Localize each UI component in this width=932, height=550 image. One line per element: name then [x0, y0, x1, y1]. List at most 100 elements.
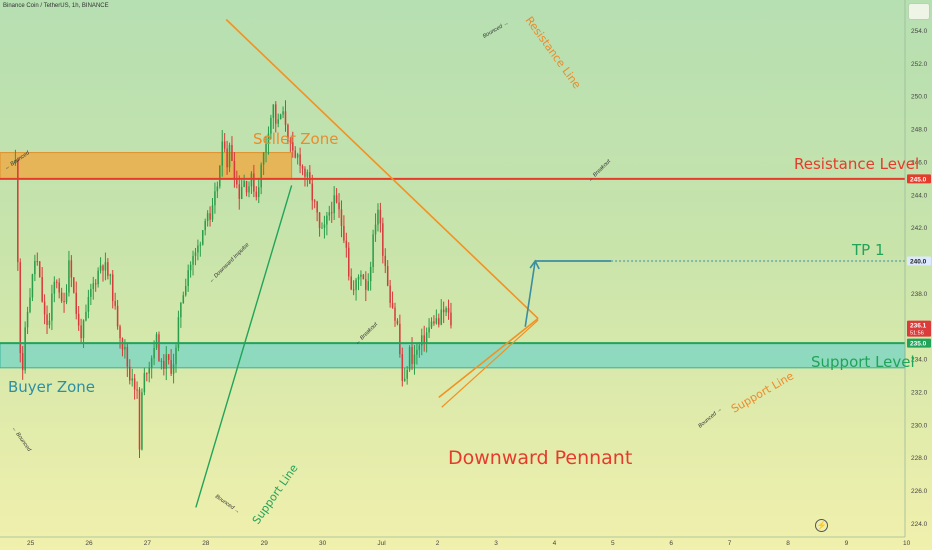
candle-body: [348, 247, 350, 277]
candle-body: [184, 286, 187, 296]
candle-body: [355, 279, 357, 290]
candle-body: [428, 327, 430, 333]
candle-body: [299, 154, 301, 166]
candle-body: [68, 260, 70, 293]
candle-body: [282, 111, 284, 115]
candle-body: [267, 133, 270, 144]
candle-body: [343, 225, 345, 241]
candle-body: [136, 389, 138, 391]
buyer-zone: [0, 342, 906, 369]
candle-body: [192, 255, 194, 265]
x-tick-label: 5: [611, 540, 615, 547]
candle-body: [323, 224, 326, 228]
candle-body: [170, 360, 172, 374]
candle-body: [326, 215, 328, 225]
candle-body: [350, 276, 352, 290]
target-projection-line: [524, 260, 536, 327]
candle-body: [75, 292, 77, 314]
candle-body: [250, 173, 253, 187]
candle-body: [221, 141, 223, 166]
candle-body: [367, 281, 369, 290]
candle-body: [197, 245, 199, 253]
price-tag: [907, 256, 931, 266]
y-tick-label: 246.0: [911, 159, 928, 166]
candle-body: [435, 318, 438, 324]
x-tick-label: 2: [436, 540, 440, 547]
candle-body: [160, 360, 163, 362]
candle-body: [240, 187, 243, 199]
x-tick-label: 3: [494, 540, 498, 547]
x-tick-label: 9: [845, 540, 849, 547]
candle-body: [80, 325, 82, 339]
candle-body: [175, 347, 177, 365]
candle-body: [411, 347, 413, 364]
support-line-major-line: [195, 185, 293, 508]
candle-body: [124, 347, 126, 350]
candle-body: [379, 209, 382, 224]
support-line-label-minor: Support Line: [729, 369, 796, 415]
candle-body: [245, 181, 248, 193]
candle-body: [51, 293, 53, 321]
tp1-arrow-icon: [529, 259, 540, 270]
candle-body: [107, 262, 109, 276]
candle-body: [34, 260, 36, 275]
x-tick-label: 26: [85, 540, 93, 547]
candle-body: [158, 334, 160, 361]
candle-body: [126, 347, 129, 367]
candle-body: [248, 186, 250, 193]
candle-body: [167, 354, 170, 361]
y-tick-label: 228.0: [911, 455, 928, 462]
candle-body: [430, 321, 433, 328]
candle-body: [43, 301, 46, 315]
candle-body: [177, 317, 180, 348]
y-tick-label: 234.0: [911, 357, 928, 364]
candle-body: [440, 309, 442, 325]
candle-body: [41, 277, 43, 302]
x-tick-label: 27: [144, 540, 152, 547]
candle-body: [109, 274, 112, 276]
candle-body: [36, 260, 39, 262]
candle-body: [374, 224, 377, 235]
pattern-title: Downward Pennant: [448, 447, 633, 469]
candle-body: [311, 183, 314, 201]
lightning-icon[interactable]: ⚡: [815, 519, 828, 532]
tp1-label: TP 1: [852, 241, 885, 259]
x-tick-label: 10: [903, 540, 911, 547]
note-bounced-low: Bounced →: [214, 494, 241, 515]
price-tag: [907, 320, 931, 337]
candle-body: [438, 318, 440, 325]
candle-body: [272, 104, 275, 118]
candle-body: [155, 334, 158, 348]
x-tick-label: 6: [669, 540, 673, 547]
candle-body: [202, 230, 204, 245]
candle-body: [94, 283, 97, 285]
candle-body: [255, 191, 258, 198]
candle-body: [401, 354, 404, 381]
candle-body: [408, 347, 411, 370]
candle-body: [301, 165, 304, 169]
candle-body: [189, 264, 192, 271]
candle-body: [219, 165, 221, 187]
candle-body: [77, 313, 80, 326]
candle-body: [19, 262, 22, 354]
candle-body: [265, 143, 267, 153]
chart-menu-icon[interactable]: [908, 3, 930, 20]
candle-body: [73, 277, 75, 293]
candle-body: [21, 353, 24, 371]
x-tick-label: 8: [786, 540, 790, 547]
candle-body: [340, 209, 343, 226]
note-downward-impulse: ← Downward Impulse: [208, 242, 250, 284]
candle-body: [206, 213, 209, 221]
x-tick-label: 4: [553, 540, 557, 547]
candle-body: [46, 314, 48, 325]
candle-body: [85, 311, 87, 321]
candle-body: [403, 378, 406, 381]
candle-body: [148, 367, 150, 374]
candle-body: [277, 119, 279, 124]
candle-body: [377, 209, 379, 225]
candle-body: [416, 349, 418, 355]
candle-body: [48, 320, 51, 325]
candle-body: [357, 276, 360, 280]
